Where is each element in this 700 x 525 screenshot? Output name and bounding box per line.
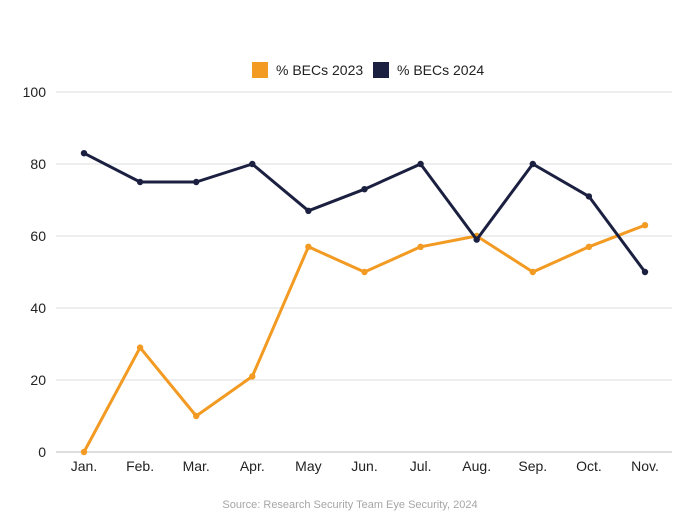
y-tick-label-80: 80 [30,156,46,172]
series-line-0 [82,223,647,454]
series-0-point-3 [249,373,256,380]
series-0-point-9 [585,243,593,250]
series-0-point-10 [641,222,649,229]
series-0-point-5 [361,268,368,276]
x-tick-label-6: Jul. [410,458,432,474]
series-0-point-8 [529,268,536,276]
x-tick-label-2: Mar. [183,458,210,474]
y-tick-label-20: 20 [30,372,46,388]
series-1-point-4 [305,207,312,214]
series-1-point-0 [80,150,88,157]
series-0-point-4 [305,243,312,250]
series-0-point-2 [193,412,200,420]
x-tick-label-10: Nov. [631,458,659,474]
series-1-point-1 [136,178,144,186]
series-1-point-3 [249,160,256,168]
series-1-point-9 [585,193,593,200]
legend-label-0: % BECs 2023 [276,62,363,78]
x-tick-label-5: Jun. [351,458,377,474]
x-tick-label-3: Apr. [240,458,265,474]
series-0-point-1 [136,344,144,351]
series-1-point-2 [193,178,200,186]
legend-label-1: % BECs 2024 [397,62,484,78]
y-tick-label-60: 60 [30,228,46,244]
x-tick-label-9: Oct. [576,458,602,474]
x-tick-label-8: Sep. [518,458,547,474]
series-1-point-8 [529,160,536,168]
series-1-point-10 [641,268,649,276]
x-tick-label-7: Aug. [462,458,491,474]
x-tick-label-1: Feb. [126,458,154,474]
source-note: Source: Research Security Team Eye Secur… [222,499,477,511]
y-tick-label-0: 0 [38,444,46,460]
series-1-point-6 [417,160,424,168]
series-0-point-6 [417,243,424,250]
legend-swatch-0 [252,62,268,78]
y-tick-label-40: 40 [30,300,46,316]
series-line-1 [82,151,647,274]
x-tick-label-4: May [295,458,321,474]
legend-swatch-1 [373,62,389,78]
x-tick-label-0: Jan. [71,458,97,474]
y-tick-label-100: 100 [23,84,47,100]
series-1-point-5 [361,186,368,193]
series-1-point-7 [473,236,480,243]
series-0-point-0 [80,448,88,456]
